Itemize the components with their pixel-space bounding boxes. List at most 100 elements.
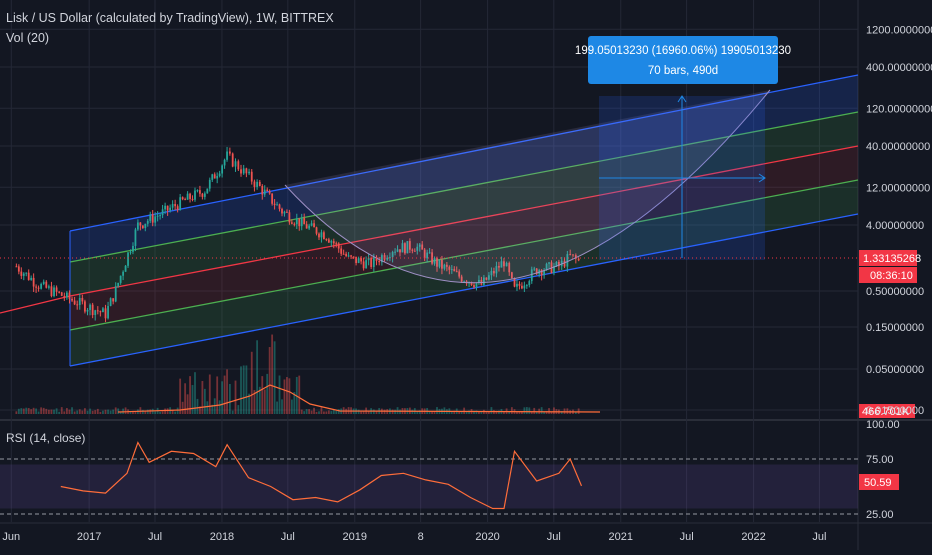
volume-bar xyxy=(525,407,528,414)
volume-bar xyxy=(37,411,40,414)
candle-body xyxy=(203,193,206,197)
channel-band xyxy=(70,180,858,366)
candle-body xyxy=(327,239,330,243)
candle-body xyxy=(521,285,523,289)
candle-body xyxy=(418,244,421,247)
volume-bar xyxy=(577,408,580,414)
volume-bar xyxy=(450,411,453,414)
candle-body xyxy=(151,214,154,223)
candle-body xyxy=(166,205,169,211)
volume-bar xyxy=(256,340,259,414)
volume-bar xyxy=(273,341,276,414)
channel-line xyxy=(69,111,859,263)
candle-body xyxy=(298,218,301,227)
candle-body xyxy=(500,261,503,268)
volume-bar xyxy=(394,409,396,414)
volume-bar xyxy=(15,411,18,414)
volume-bar xyxy=(261,376,264,414)
candle-body xyxy=(156,215,159,217)
candle-body xyxy=(196,190,199,192)
candle-body xyxy=(505,262,508,267)
time-tick-label: 8 xyxy=(418,531,424,543)
candle-body xyxy=(141,225,144,228)
candle-body xyxy=(218,173,221,176)
candle-body xyxy=(475,282,478,288)
price-tick-label: 0.50000000 xyxy=(866,286,924,298)
time-tick-label: Jul xyxy=(148,531,162,543)
volume-bar xyxy=(171,409,174,414)
candle-body xyxy=(211,174,214,180)
volume-bar xyxy=(320,407,323,414)
regression-channel[interactable] xyxy=(0,74,859,367)
volume-bar xyxy=(325,411,328,414)
volume-bar xyxy=(228,383,231,414)
volume-bar xyxy=(107,409,109,414)
volume-bar xyxy=(22,408,25,414)
volume-bar xyxy=(211,404,214,414)
candle-body xyxy=(184,199,187,201)
volume-bar xyxy=(30,409,33,414)
candle-body xyxy=(286,211,288,213)
candle-body xyxy=(124,265,127,272)
candle-body xyxy=(530,269,533,282)
volume-bar xyxy=(164,408,167,414)
channel-line xyxy=(69,145,859,297)
candle-body xyxy=(406,241,409,254)
volume-bar xyxy=(47,409,50,414)
candle-body xyxy=(320,232,323,238)
volume-bar xyxy=(290,399,293,414)
volume-bar xyxy=(533,407,536,414)
volume-bar xyxy=(416,411,419,414)
arc-shape xyxy=(284,89,771,284)
candle-body xyxy=(42,281,45,284)
time-tick-label: Jun xyxy=(2,531,20,543)
candle-body xyxy=(71,298,73,301)
candle-body xyxy=(45,281,48,288)
volume-bar xyxy=(508,411,511,414)
candle-body xyxy=(411,249,414,251)
candle-body xyxy=(245,168,248,174)
volume-bar xyxy=(161,411,164,414)
volume-bar xyxy=(104,409,107,414)
volume-bar xyxy=(266,373,269,414)
candle-body xyxy=(242,168,245,174)
candle-body xyxy=(577,258,580,261)
volume-bar xyxy=(166,408,169,414)
candle-body xyxy=(436,258,438,267)
volume-bar xyxy=(68,409,71,414)
measure-arrowhead-up xyxy=(677,95,687,103)
last-price-value: 1.33135268 xyxy=(863,253,921,265)
volume-bar xyxy=(221,381,224,414)
time-tick-label: 2017 xyxy=(77,531,101,543)
candle-body xyxy=(263,189,266,195)
candle-body xyxy=(17,266,20,272)
candle-body xyxy=(250,171,253,182)
candle-body xyxy=(15,266,18,268)
rounded-bottom-arc[interactable] xyxy=(284,89,771,284)
measure-tool[interactable]: 199.05013230 (16960.06%) 19905013230 70 b… xyxy=(575,36,791,260)
volume-bar xyxy=(149,409,152,414)
candle-body xyxy=(112,298,115,302)
volume-bar xyxy=(65,408,68,414)
last-price-badge xyxy=(859,250,917,266)
volume-bar xyxy=(383,409,386,414)
volume-bar xyxy=(332,409,335,414)
volume-bar xyxy=(81,410,84,414)
candle-body xyxy=(181,197,184,200)
candle-body xyxy=(102,308,104,313)
volume-bar xyxy=(263,389,266,414)
candle-body xyxy=(445,264,448,267)
volume-bar xyxy=(84,408,86,414)
channel-line xyxy=(69,179,859,331)
volume-bar xyxy=(458,411,461,414)
volume-bar xyxy=(362,411,365,414)
volume-bar xyxy=(553,407,555,414)
candle-body xyxy=(94,310,97,316)
volume-bar xyxy=(375,411,378,414)
volume-bar xyxy=(206,401,209,414)
candle-body xyxy=(389,257,391,259)
candle-body xyxy=(191,198,194,200)
volume-bar xyxy=(94,410,97,414)
